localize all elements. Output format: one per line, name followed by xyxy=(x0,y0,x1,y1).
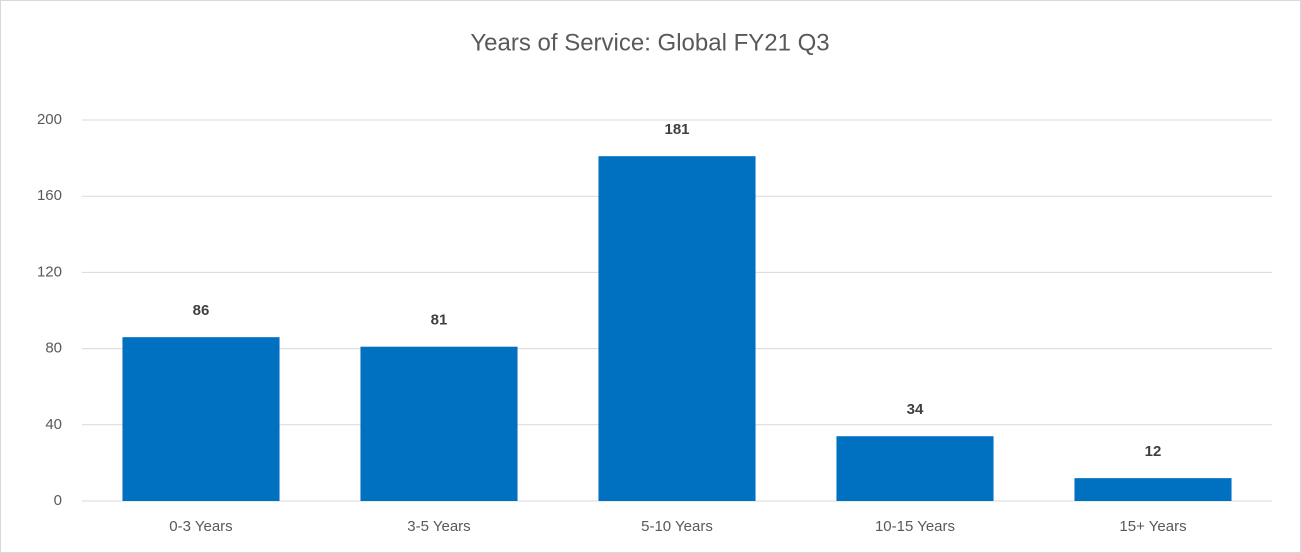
y-tick-label: 200 xyxy=(37,111,62,128)
data-label: 81 xyxy=(431,312,448,329)
bar xyxy=(360,346,518,501)
y-tick-label: 80 xyxy=(45,340,62,357)
data-label: 12 xyxy=(1145,443,1162,460)
y-tick-label: 160 xyxy=(37,187,62,204)
bar xyxy=(1074,478,1232,501)
data-label: 86 xyxy=(193,302,210,319)
x-tick-label: 15+ Years xyxy=(1119,518,1186,535)
x-tick-label: 5-10 Years xyxy=(641,518,713,535)
chart-title: Years of Service: Global FY21 Q3 xyxy=(470,29,829,56)
y-tick-label: 0 xyxy=(54,492,62,509)
x-tick-label: 3-5 Years xyxy=(407,518,470,535)
y-tick-label: 40 xyxy=(45,416,62,433)
bar xyxy=(122,337,280,501)
x-tick-label: 10-15 Years xyxy=(875,518,955,535)
data-label: 181 xyxy=(664,121,689,138)
y-tick-label: 120 xyxy=(37,263,62,280)
bar xyxy=(598,156,756,501)
x-tick-label: 0-3 Years xyxy=(169,518,232,535)
data-label: 34 xyxy=(907,401,924,418)
bar xyxy=(836,436,994,501)
